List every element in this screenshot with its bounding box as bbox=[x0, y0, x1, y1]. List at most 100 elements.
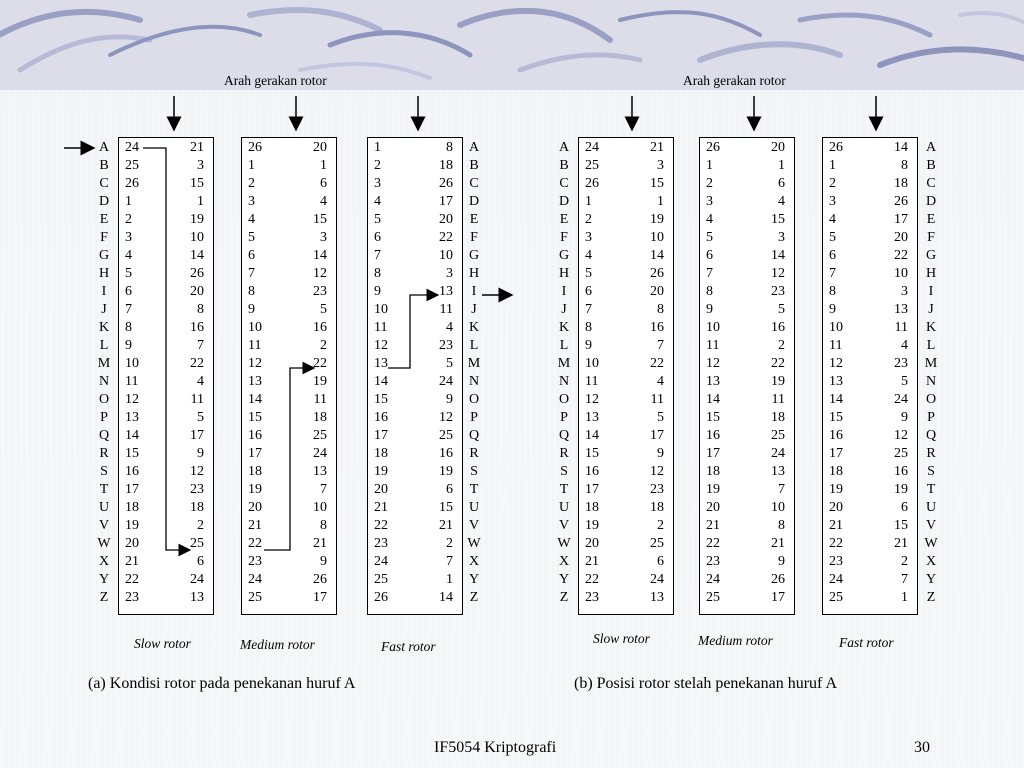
rotor-left-value: 20 bbox=[706, 500, 720, 515]
rotor-left-value: 14 bbox=[374, 374, 388, 389]
input-letter: P bbox=[100, 410, 108, 425]
rotor-left-value: 16 bbox=[585, 464, 599, 479]
rotor-right-value: 4 bbox=[901, 338, 908, 353]
rotor-right-value: 21 bbox=[439, 518, 453, 533]
output-letter: I bbox=[928, 284, 934, 299]
rotor-left-value: 12 bbox=[374, 338, 388, 353]
rotor-left-value: 2 bbox=[706, 176, 713, 191]
rotor-right-value: 12 bbox=[894, 428, 908, 443]
rotor-right-value: 13 bbox=[313, 464, 327, 479]
rotor-left-value: 3 bbox=[248, 194, 255, 209]
output-letter: V bbox=[468, 518, 480, 533]
rotor-left-value: 11 bbox=[706, 338, 720, 353]
rotor-left-value: 24 bbox=[125, 140, 139, 155]
input-letter: E bbox=[99, 212, 109, 227]
rotor-right-value: 21 bbox=[771, 536, 785, 551]
rotor-right-value: 10 bbox=[771, 500, 785, 515]
output-letter: Q bbox=[925, 428, 937, 443]
rotor-left-value: 21 bbox=[585, 554, 599, 569]
input-letter: G bbox=[558, 248, 570, 263]
rotor-left-value: 10 bbox=[248, 320, 262, 335]
input-letter: C bbox=[99, 176, 109, 191]
rotor-right-value: 20 bbox=[650, 284, 664, 299]
rotor-right-value: 7 bbox=[446, 554, 453, 569]
rotor-right-value: 26 bbox=[650, 266, 664, 281]
rotor-left-value: 24 bbox=[829, 572, 843, 587]
rotor-right-value: 3 bbox=[446, 266, 453, 281]
rotor-left-value: 8 bbox=[248, 284, 255, 299]
rotor-right-value: 20 bbox=[439, 212, 453, 227]
rotor-right-value: 13 bbox=[190, 590, 204, 605]
output-letter: K bbox=[925, 320, 937, 335]
rotor-right-value: 17 bbox=[650, 428, 664, 443]
rotor-left-value: 13 bbox=[706, 374, 720, 389]
rotor-left-value: 24 bbox=[374, 554, 388, 569]
rotor-right-value: 4 bbox=[778, 194, 785, 209]
rotor-left-value: 22 bbox=[374, 518, 388, 533]
rotor-fast-rotor bbox=[367, 137, 463, 615]
rotor-left-value: 14 bbox=[585, 428, 599, 443]
rotor-left-value: 6 bbox=[706, 248, 713, 263]
output-letter: J bbox=[471, 302, 477, 317]
rotor-left-value: 19 bbox=[829, 482, 843, 497]
rotor-right-value: 14 bbox=[894, 140, 908, 155]
input-letter: D bbox=[98, 194, 110, 209]
rotor-right-value: 10 bbox=[894, 266, 908, 281]
rotor-left-value: 21 bbox=[374, 500, 388, 515]
rotor-left-value: 3 bbox=[374, 176, 381, 191]
input-letter: G bbox=[98, 248, 110, 263]
input-letter: Y bbox=[558, 572, 570, 587]
rotor-right-value: 3 bbox=[320, 230, 327, 245]
output-letter: L bbox=[469, 338, 479, 353]
rotor-left-value: 18 bbox=[374, 446, 388, 461]
input-letter: H bbox=[558, 266, 570, 281]
rotor-right-value: 25 bbox=[439, 428, 453, 443]
rotor-right-value: 1 bbox=[901, 590, 908, 605]
output-letter: D bbox=[925, 194, 937, 209]
rotor-left-value: 1 bbox=[706, 158, 713, 173]
rotor-left-value: 15 bbox=[706, 410, 720, 425]
rotor-right-value: 3 bbox=[901, 284, 908, 299]
rotor-right-value: 8 bbox=[901, 158, 908, 173]
rotor-right-value: 2 bbox=[446, 536, 453, 551]
rotor-right-value: 16 bbox=[894, 464, 908, 479]
rotor-right-value: 18 bbox=[894, 176, 908, 191]
rotor-left-value: 14 bbox=[706, 392, 720, 407]
rotor-left-value: 4 bbox=[706, 212, 713, 227]
footer-course-title: IF5054 Kriptografi bbox=[434, 739, 557, 756]
rotor-right-value: 12 bbox=[313, 266, 327, 281]
rotor-left-value: 10 bbox=[829, 320, 843, 335]
output-letter: Y bbox=[925, 572, 937, 587]
rotor-left-value: 22 bbox=[125, 572, 139, 587]
input-letter: B bbox=[559, 158, 569, 173]
rotor-right-value: 2 bbox=[778, 338, 785, 353]
rotor-left-value: 6 bbox=[125, 284, 132, 299]
rotor-left-value: 25 bbox=[248, 590, 262, 605]
rotor-left-value: 11 bbox=[585, 374, 599, 389]
input-letter: Z bbox=[99, 590, 109, 605]
rotor-left-value: 7 bbox=[248, 266, 255, 281]
output-letter: F bbox=[470, 230, 478, 245]
output-letter: S bbox=[470, 464, 478, 479]
rotor-right-value: 15 bbox=[313, 212, 327, 227]
rotor-left-value: 18 bbox=[125, 500, 139, 515]
rotor-right-value: 12 bbox=[650, 464, 664, 479]
output-letter: J bbox=[928, 302, 934, 317]
rotor-left-value: 25 bbox=[706, 590, 720, 605]
rotor-right-value: 26 bbox=[771, 572, 785, 587]
rotor-name-label: Slow rotor bbox=[593, 631, 650, 646]
rotor-left-value: 20 bbox=[248, 500, 262, 515]
rotor-left-value: 6 bbox=[248, 248, 255, 263]
rotor-left-value: 11 bbox=[374, 320, 388, 335]
rotor-left-value: 22 bbox=[829, 536, 843, 551]
rotor-left-value: 12 bbox=[706, 356, 720, 371]
rotor-left-value: 16 bbox=[125, 464, 139, 479]
rotor-right-value: 9 bbox=[320, 554, 327, 569]
rotor-left-value: 17 bbox=[829, 446, 843, 461]
rotor-left-value: 8 bbox=[125, 320, 132, 335]
input-letter: B bbox=[99, 158, 109, 173]
rotor-right-value: 10 bbox=[439, 248, 453, 263]
rotor-right-value: 15 bbox=[190, 176, 204, 191]
rotor-right-value: 23 bbox=[894, 356, 908, 371]
rotor-left-value: 5 bbox=[248, 230, 255, 245]
